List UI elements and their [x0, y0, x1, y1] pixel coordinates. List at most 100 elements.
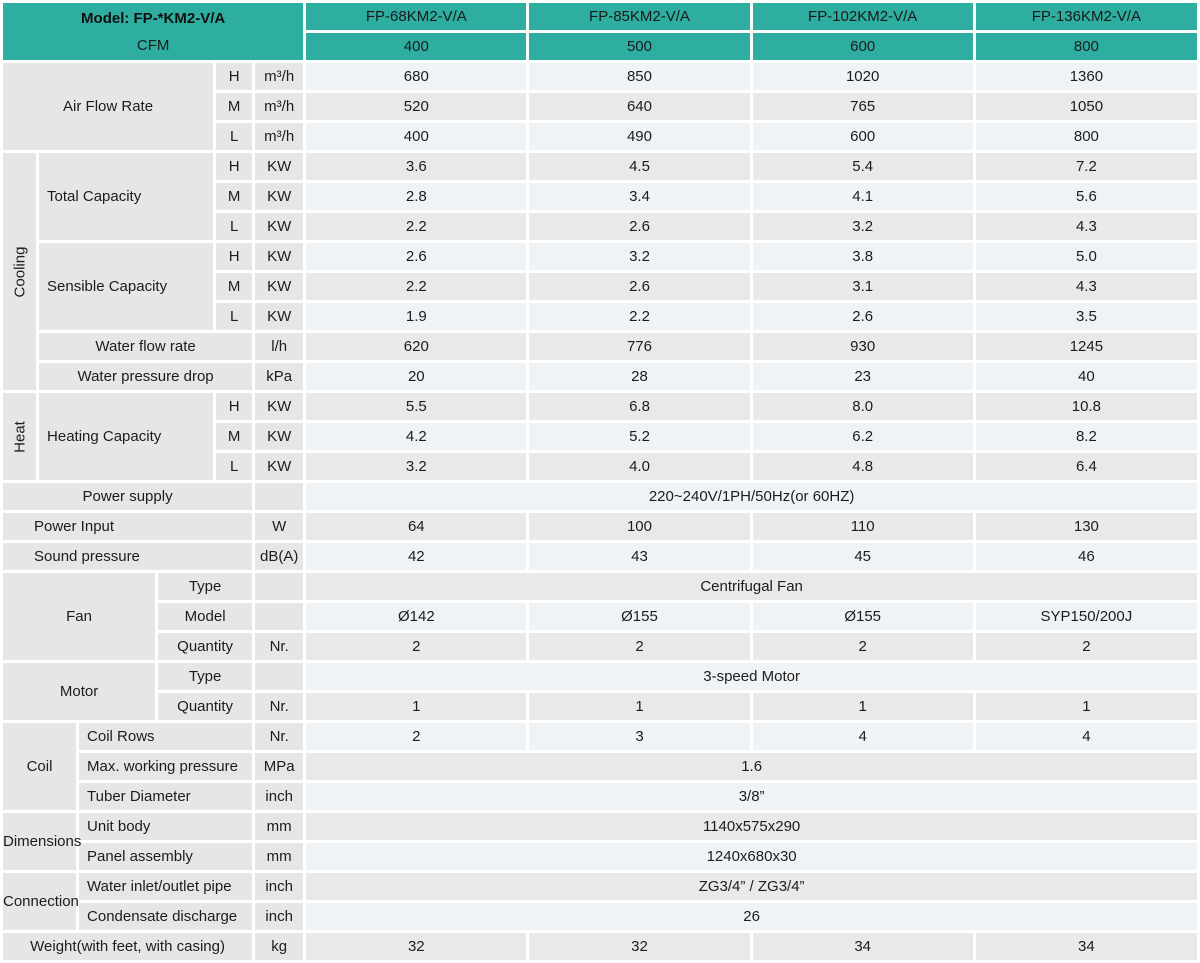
column-header: FP-68KM2-V/A: [306, 3, 527, 30]
spanning-value-cell: 220~240V/1PH/50Hz(or 60HZ): [306, 483, 1197, 510]
value-cell: 600: [752, 123, 973, 150]
table-row: Sound pressure dB(A) 42 43 45 46: [3, 543, 1197, 570]
value-cell: 6.4: [975, 453, 1197, 480]
value-cell: 5.5: [306, 393, 527, 420]
row-label: Tuber Diameter: [79, 783, 253, 810]
unit-cell: [255, 483, 304, 510]
value-cell: 42: [306, 543, 527, 570]
table-row: Motor Type 3-speed Motor: [3, 663, 1197, 720]
unit-cell: Nr.: [255, 723, 304, 750]
table-row: M KW 2.2 2.6 3.1 4.3: [3, 273, 1197, 300]
table-row: Quantity Nr. 1 1 1 1: [3, 693, 1197, 720]
value-cell: 765: [752, 93, 973, 120]
value-cell: 2.6: [529, 273, 750, 300]
unit-cell: dB(A): [255, 543, 304, 570]
value-cell: 776: [529, 333, 750, 360]
row-label: Quantity: [158, 693, 253, 720]
value-cell: 3.2: [306, 453, 527, 480]
value-cell: 28: [529, 363, 750, 390]
value-cell: Ø155: [529, 603, 750, 630]
value-cell: 4: [975, 723, 1197, 750]
unit-cell: inch: [255, 873, 304, 900]
value-cell: 8.0: [752, 393, 973, 420]
unit-cell: Nr.: [255, 633, 304, 660]
model-header-cell: Model: FP-*KM2-V/A CFM: [3, 3, 304, 60]
table-row: L KW 2.2 2.6 3.2 4.3: [3, 213, 1197, 240]
row-label: Model: [158, 603, 253, 630]
value-cell: 8.2: [975, 423, 1197, 450]
value-cell: 5.4: [752, 153, 973, 180]
row-label: Water pressure drop: [39, 363, 253, 390]
unit-cell: kg: [255, 933, 304, 960]
cfm-label: CFM: [136, 36, 170, 54]
value-cell: SYP150/200J: [975, 603, 1197, 630]
value-cell: 1: [752, 693, 973, 720]
value-cell: 4.3: [975, 273, 1197, 300]
row-label: Type: [158, 573, 253, 600]
value-cell: 34: [752, 933, 973, 960]
cfm-value: 800: [975, 33, 1197, 60]
spanning-value-cell: 1.6: [306, 753, 1197, 780]
unit-cell: KW: [255, 393, 304, 420]
level-cell: L: [216, 213, 253, 240]
table-row: Connection Water inlet/outlet pipe inch …: [3, 873, 1197, 930]
table-row: Dimensions Unit body mm 1140x575x290: [3, 813, 1197, 870]
level-cell: L: [216, 123, 253, 150]
value-cell: 3: [529, 723, 750, 750]
table-row: Power supply 220~240V/1PH/50Hz(or 60HZ): [3, 483, 1197, 510]
spanning-value-cell: 1240x680x30: [306, 843, 1197, 870]
value-cell: 800: [975, 123, 1197, 150]
table-row: Condensate discharge inch 26: [3, 903, 1197, 930]
value-cell: 3.2: [529, 243, 750, 270]
unit-cell: KW: [255, 243, 304, 270]
value-cell: 490: [529, 123, 750, 150]
row-label: Power supply: [3, 483, 253, 510]
table-row: M KW 2.8 3.4 4.1 5.6: [3, 183, 1197, 210]
row-label: Sensible Capacity: [39, 243, 214, 330]
value-cell: 32: [306, 933, 527, 960]
unit-cell: KW: [255, 423, 304, 450]
value-cell: 6.2: [752, 423, 973, 450]
value-cell: 4.8: [752, 453, 973, 480]
value-cell: 3.1: [752, 273, 973, 300]
value-cell: 1050: [975, 93, 1197, 120]
unit-cell: KW: [255, 303, 304, 330]
value-cell: 850: [529, 63, 750, 90]
value-cell: 1: [306, 693, 527, 720]
table-row: L KW 1.9 2.2 2.6 3.5: [3, 303, 1197, 330]
cfm-value: 600: [752, 33, 973, 60]
value-cell: 640: [529, 93, 750, 120]
value-cell: 10.8: [975, 393, 1197, 420]
value-cell: 4.5: [529, 153, 750, 180]
value-cell: 2.6: [752, 303, 973, 330]
table-row: Max. working pressure MPa 1.6: [3, 753, 1197, 780]
row-label: Condensate discharge: [79, 903, 253, 930]
table-row: Cooling Total Capacity H KW 3.6 4.5 5.4 …: [3, 153, 1197, 390]
row-label: Water inlet/outlet pipe: [79, 873, 253, 900]
table-row: L KW 3.2 4.0 4.8 6.4: [3, 453, 1197, 480]
value-cell: 6.8: [529, 393, 750, 420]
row-label: Coil Rows: [79, 723, 253, 750]
unit-cell: mm: [255, 813, 304, 840]
value-cell: 32: [529, 933, 750, 960]
row-label: Power Input: [3, 513, 253, 540]
value-cell: 34: [975, 933, 1197, 960]
level-cell: M: [216, 423, 253, 450]
value-cell: 2: [306, 723, 527, 750]
table-row: Heat Heating Capacity H KW 5.5 6.8 8.0 1…: [3, 393, 1197, 480]
unit-cell: [255, 573, 304, 600]
value-cell: 4.2: [306, 423, 527, 450]
value-cell: 2: [529, 633, 750, 660]
value-cell: 130: [975, 513, 1197, 540]
row-label: Heating Capacity: [39, 393, 214, 480]
value-cell: 2.2: [306, 273, 527, 300]
value-cell: 520: [306, 93, 527, 120]
value-cell: 110: [752, 513, 973, 540]
table-row: Water pressure drop kPa 20 28 23 40: [3, 363, 1197, 390]
value-cell: 40: [975, 363, 1197, 390]
value-cell: 3.2: [752, 213, 973, 240]
row-label: Max. working pressure: [79, 753, 253, 780]
unit-cell: MPa: [255, 753, 304, 780]
value-cell: 4: [752, 723, 973, 750]
